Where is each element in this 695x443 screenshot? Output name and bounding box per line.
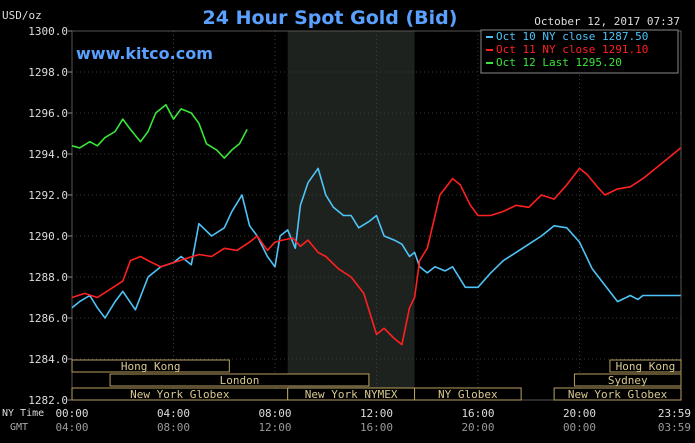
y-tick-label: 1290.0 <box>28 230 68 243</box>
x-tick-label-ny: 04:00 <box>157 407 190 420</box>
x-tick-label-gmt: 04:00 <box>55 421 88 434</box>
y-tick-label: 1292.0 <box>28 189 68 202</box>
x-axis-label-ny: NY Time <box>2 408 44 419</box>
x-tick-label-ny: 16:00 <box>461 407 494 420</box>
y-tick-label: 1286.0 <box>28 312 68 325</box>
session-label: NY Globex <box>438 388 498 401</box>
session-bar <box>71 359 230 373</box>
y-tick-label: 1298.0 <box>28 66 68 79</box>
x-tick-label-gmt: 00:00 <box>563 421 596 434</box>
x-tick-label-ny: 23:59 <box>658 407 691 420</box>
x-tick-label-gmt: 16:00 <box>360 421 393 434</box>
series-lines <box>71 104 682 346</box>
series-line-2 <box>71 147 682 346</box>
x-axis-label-gmt: GMT <box>10 422 28 433</box>
y-tick-label: 1288.0 <box>28 271 68 284</box>
session-label: Hong Kong <box>121 360 181 373</box>
session-bar <box>109 373 370 387</box>
session-label: New York Globex <box>568 388 668 401</box>
y-tick-label: 1296.0 <box>28 107 68 120</box>
x-tick-label-gmt: 08:00 <box>157 421 190 434</box>
legend-entry: Oct 12 Last 1295.20 <box>496 56 622 69</box>
session-label: New York NYMEX <box>305 388 398 401</box>
x-tick-label-ny: 12:00 <box>360 407 393 420</box>
y-tick-label: 1282.0 <box>28 394 68 407</box>
session-bar <box>609 359 682 373</box>
x-tick-label-ny: 00:00 <box>55 407 88 420</box>
legend-entry: Oct 11 NY close 1291.10 <box>496 43 648 56</box>
session-label: London <box>220 374 260 387</box>
y-tick-label: 1300.0 <box>28 25 68 38</box>
legend-box <box>480 29 679 74</box>
session-bar <box>573 373 682 387</box>
website-label: www.kitco.com <box>76 44 213 63</box>
series-line-1 <box>71 167 681 319</box>
session-bar <box>553 387 682 401</box>
x-tick-label-gmt: 12:00 <box>258 421 291 434</box>
chart-title: 24 Hour Spot Gold (Bid) <box>203 7 458 29</box>
x-tick-label-ny: 20:00 <box>563 407 596 420</box>
x-tick-label-gmt: 03:59 <box>658 421 691 434</box>
y-tick-label: 1284.0 <box>28 353 68 366</box>
session-bar <box>414 387 522 401</box>
y-tick-label: 1294.0 <box>28 148 68 161</box>
x-tick-label-gmt: 20:00 <box>461 421 494 434</box>
session-label: Sydney <box>608 374 648 387</box>
session-label: New York Globex <box>130 388 230 401</box>
y-axis-label: USD/oz <box>2 9 42 22</box>
x-tick-label-ny: 08:00 <box>258 407 291 420</box>
x-axis-ticks: 00:0004:0004:0008:0008:0012:0012:0016:00… <box>55 407 691 434</box>
timestamp: October 12, 2017 07:37 <box>534 15 680 28</box>
y-axis-ticks: 1282.0 1284.0 1286.0 1288.0 1290.0 1292.0 1294… <box>28 25 72 407</box>
session-label: Hong Kong <box>616 360 676 373</box>
series-line-3 <box>71 104 248 159</box>
legend-entry: Oct 10 NY close 1287.50 <box>496 30 648 43</box>
